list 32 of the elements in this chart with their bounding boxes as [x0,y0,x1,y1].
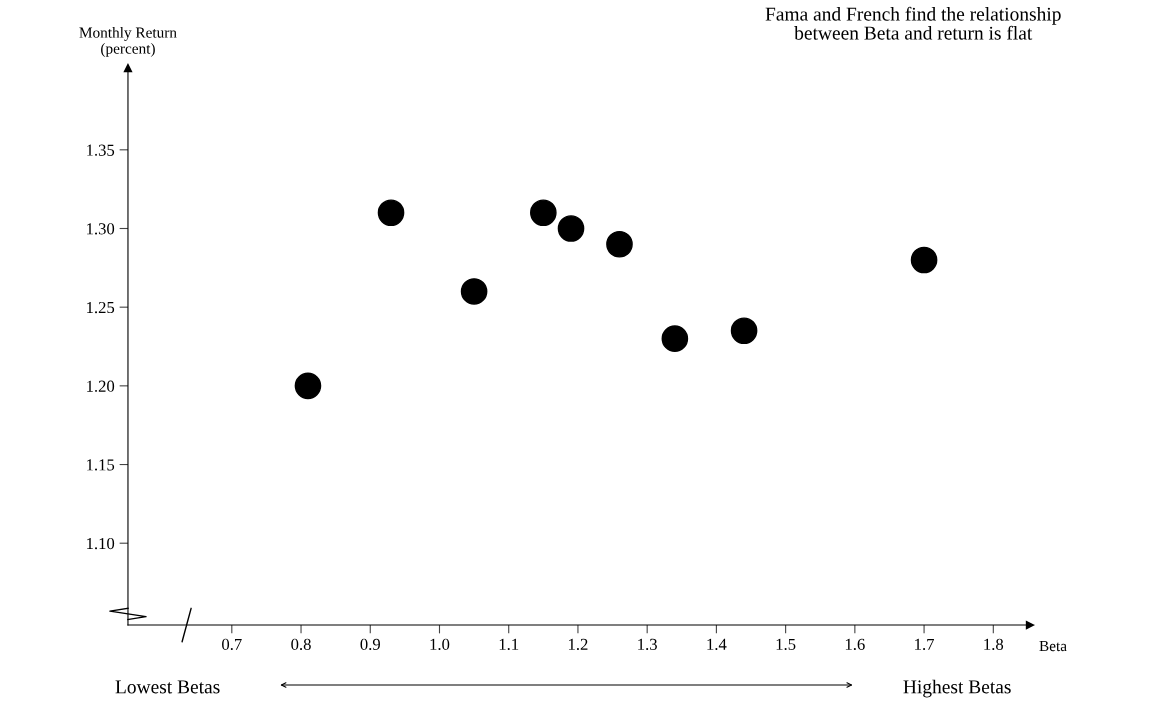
y-tick-label: 1.35 [87,144,115,156]
text: Lowest Betas [115,680,220,694]
y-tick-label: 1.30 [87,223,115,235]
x-tick-label: 1.3 [638,638,657,651]
x-tick-label: 0.8 [291,638,311,651]
point [530,199,557,227]
x-tick-label: 1.4 [707,638,727,651]
point [910,246,938,274]
y-axis-title: Monthly Return (percent) [79,26,177,57]
point [377,199,405,227]
x-tick-label: 1.0 [430,638,450,651]
x-tick-label: 1.6 [845,638,865,651]
x-tick-label: 1.7 [915,638,935,651]
point [661,325,689,352]
x-tick-label: 1.5 [776,638,796,651]
point [460,278,488,305]
y-tick-label: 1.20 [87,380,115,392]
x-tick-label: 1.1 [499,638,519,651]
x-tick-label: 0.7 [222,638,242,651]
y-tick-label: 1.25 [87,301,115,314]
point [606,230,633,258]
x-tick-label: 1.2 [568,638,588,651]
point [557,215,585,242]
y-tick-label: 1.15 [87,459,115,471]
x-tick-label: 1.8 [984,638,1004,651]
text: Highest Betas [903,679,1011,698]
point [730,317,758,345]
x-axis-title: Beta [1039,640,1067,652]
y-tick-label: 1.10 [87,537,115,550]
text: Fama and French find the relationship between Beta and return is flat [765,6,1061,40]
point [294,372,322,400]
x-tick-label: 0.9 [360,638,380,651]
